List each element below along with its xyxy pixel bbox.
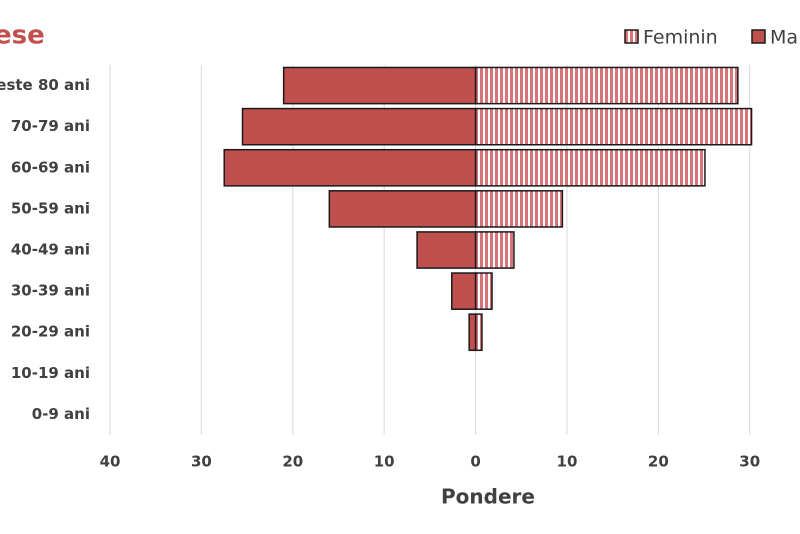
legend-label: Ma xyxy=(770,27,798,49)
legend-label: Feminin xyxy=(643,27,718,49)
bar xyxy=(241,107,477,146)
x-axis-label: Pondere xyxy=(441,485,535,509)
bar xyxy=(328,190,477,228)
bar xyxy=(282,66,477,105)
bar xyxy=(468,313,477,352)
x-tick-label: 30 xyxy=(739,453,760,471)
bar xyxy=(474,148,706,187)
y-tick-label: 0-9 ani xyxy=(32,405,90,423)
chart-title: ese xyxy=(0,21,45,51)
bar xyxy=(474,272,493,310)
legend-swatch xyxy=(751,29,766,44)
x-tick-label: 30 xyxy=(191,453,212,471)
y-tick-label: 50-59 ani xyxy=(11,199,90,217)
y-tick-label: 70-79 ani xyxy=(11,117,90,135)
bar xyxy=(451,272,477,310)
bar xyxy=(474,190,564,228)
y-tick-label: este 80 ani xyxy=(0,76,90,94)
y-tick-label: 10-19 ani xyxy=(11,364,90,382)
legend-swatch xyxy=(624,29,639,44)
bar xyxy=(416,231,477,269)
x-tick-label: 40 xyxy=(100,453,121,471)
y-tick-label: 60-69 ani xyxy=(11,158,90,176)
y-tick-label: 20-29 ani xyxy=(11,323,90,341)
y-tick-label: 40-49 ani xyxy=(11,241,90,259)
bar xyxy=(474,231,515,269)
bar xyxy=(474,66,739,105)
x-tick-label: 20 xyxy=(648,453,669,471)
bar xyxy=(223,148,477,187)
y-tick-label: 30-39 ani xyxy=(11,282,90,300)
x-tick-label: 20 xyxy=(282,453,303,471)
bar xyxy=(474,313,483,352)
x-tick-label: 0 xyxy=(470,453,480,471)
bar xyxy=(474,107,753,146)
x-tick-label: 10 xyxy=(374,453,395,471)
x-tick-label: 10 xyxy=(557,453,578,471)
